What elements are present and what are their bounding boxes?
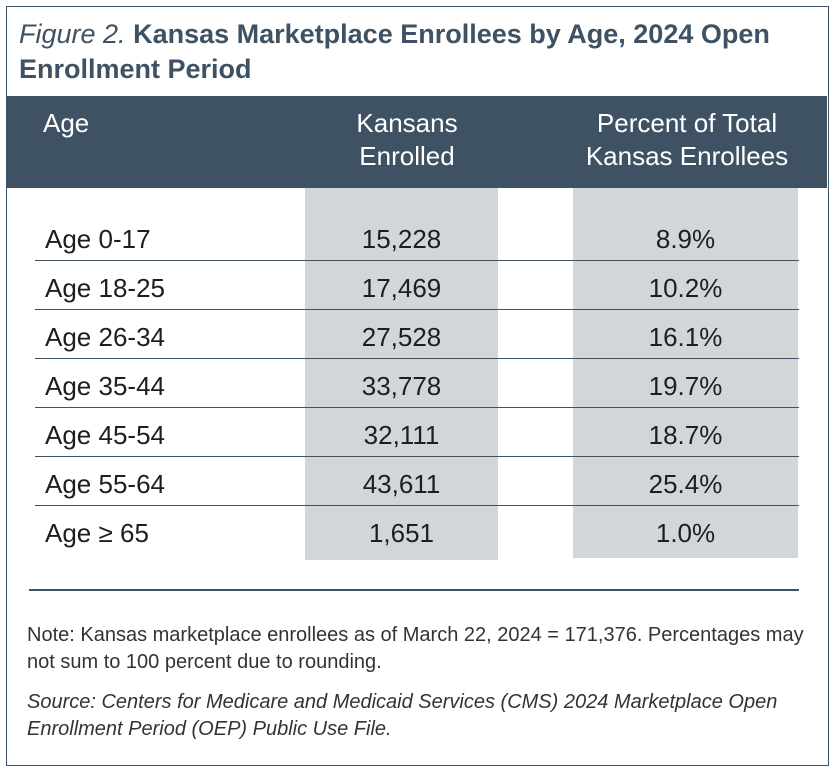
figure-frame: Figure 2. Kansas Marketplace Enrollees b…	[6, 6, 829, 766]
percent-cell: 19.7%	[648, 371, 723, 401]
count-cell: 33,778	[361, 371, 442, 401]
table-row: Age ≥ 65 1,651 1.0%	[35, 506, 799, 554]
percent-cell: 10.2%	[648, 273, 723, 303]
age-cell: Age 35-44	[45, 371, 165, 401]
percent-cell: 16.1%	[648, 322, 723, 352]
percent-cell: 1.0%	[655, 518, 716, 548]
percent-cell: 25.4%	[648, 469, 723, 499]
header-percent-of-total: Percent of Total Kansas Enrollees	[585, 108, 789, 171]
percent-cell: 18.7%	[648, 420, 723, 450]
age-cell: Age 18-25	[45, 273, 165, 303]
count-cell: 27,528	[361, 322, 442, 352]
count-column-shade	[305, 188, 498, 560]
table-header: Age Kansans Enrolled Percent of Total Ka…	[7, 96, 827, 188]
percent-cell: 8.9%	[655, 224, 716, 254]
age-cell: Age 55-64	[45, 469, 165, 499]
figure-label: Figure 2.	[19, 19, 126, 49]
age-cell: Age 45-54	[45, 420, 165, 450]
header-kansans-enrolled: Kansans Enrolled	[356, 108, 458, 171]
table-row: Age 26-34 27,528 16.1%	[35, 310, 799, 359]
figure-title: Kansas Marketplace Enrollees by Age, 202…	[19, 19, 770, 84]
count-cell: 17,469	[361, 273, 442, 303]
count-cell: 15,228	[361, 224, 442, 254]
header-age: Age	[43, 108, 90, 138]
age-cell: Age 26-34	[45, 322, 165, 352]
table-row: Age 55-64 43,611 25.4%	[35, 457, 799, 506]
footnote: Note: Kansas marketplace enrollees as of…	[27, 624, 804, 673]
age-cell: Age 0-17	[45, 224, 151, 254]
count-cell: 43,611	[362, 469, 441, 499]
count-cell: 32,111	[363, 420, 440, 450]
table-row: Age 35-44 33,778 19.7%	[35, 359, 799, 408]
age-cell: Age ≥ 65	[45, 518, 149, 548]
table-row: Age 0-17 15,228 8.9%	[35, 212, 799, 261]
figure-title-block: Figure 2. Kansas Marketplace Enrollees b…	[19, 17, 809, 87]
source-citation: Source: Centers for Medicare and Medicai…	[27, 691, 778, 740]
table-body: Age 0-17 15,228 8.9% Age 18-25 17,469 10…	[35, 212, 799, 554]
table-row: Age 45-54 32,111 18.7%	[35, 408, 799, 457]
percent-column-shade	[573, 188, 798, 558]
footer-divider	[29, 589, 799, 591]
count-cell: 1,651	[368, 518, 435, 548]
table-row: Age 18-25 17,469 10.2%	[35, 261, 799, 310]
